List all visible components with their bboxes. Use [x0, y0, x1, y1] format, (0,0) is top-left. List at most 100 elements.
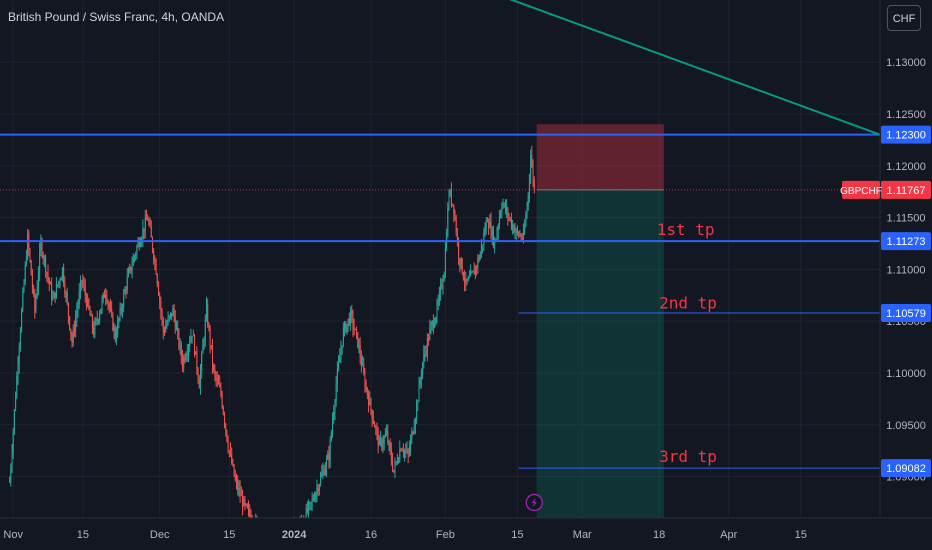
candle-body	[162, 319, 164, 332]
candle-body	[219, 384, 221, 387]
candle-body	[335, 383, 337, 402]
candle-body	[435, 317, 437, 324]
candle-body	[103, 293, 105, 298]
candle-body	[363, 364, 365, 374]
candle-body	[213, 364, 215, 370]
candlestick-series	[9, 145, 535, 550]
candle-body	[382, 443, 384, 447]
candle-body	[125, 289, 127, 291]
candle-body	[160, 301, 162, 312]
candle-body	[30, 260, 32, 276]
candle-body	[468, 276, 470, 278]
candle-body	[130, 266, 132, 271]
candle-body	[518, 232, 520, 236]
candle-body	[244, 498, 246, 505]
candle-body	[11, 452, 13, 468]
candle-body	[334, 401, 336, 412]
tp-label-2: 2nd tp	[659, 294, 717, 313]
candle-body	[381, 439, 383, 447]
candle-body	[390, 449, 392, 461]
candle-body	[492, 229, 494, 246]
candle-body	[405, 450, 407, 452]
price-tick-label: 1.12000	[886, 161, 926, 173]
candle-body	[444, 248, 446, 275]
candle-body	[89, 308, 91, 316]
candle-body	[502, 204, 504, 207]
candle-body	[46, 272, 48, 274]
tp-label-1: 1st tp	[657, 220, 715, 239]
candle-body	[452, 203, 454, 205]
candle-body	[346, 323, 348, 332]
time-tick-label: 15	[511, 529, 523, 541]
candle-body	[198, 379, 200, 389]
candle-body	[220, 386, 222, 395]
candle-body	[434, 323, 436, 328]
candle-body	[519, 235, 521, 237]
candle-body	[318, 484, 320, 492]
candle-body	[399, 449, 401, 461]
candle-body	[66, 293, 68, 303]
candle-body	[88, 299, 90, 309]
candle-body	[323, 470, 325, 475]
candle-body	[85, 295, 87, 307]
candle-body	[453, 204, 455, 213]
candle-body	[111, 308, 113, 314]
candle-body	[396, 461, 398, 463]
candle-body	[330, 432, 332, 440]
candle-body	[96, 319, 98, 321]
candle-body	[58, 281, 60, 285]
candle-body	[93, 327, 95, 335]
candle-body	[78, 291, 80, 305]
candle-body	[340, 349, 342, 358]
candle-body	[102, 293, 104, 300]
candle-body	[466, 278, 468, 281]
candle-body	[467, 277, 469, 281]
candle-body	[520, 235, 522, 239]
price-tick-label: 1.12500	[886, 109, 926, 121]
time-axis[interactable]: Nov 15 Dec 15 2024 16 Feb 15 Mar 18 Apr 15	[0, 517, 932, 550]
lightning-icon	[531, 497, 537, 508]
candle-body	[316, 488, 318, 494]
level-price-badge	[881, 459, 931, 478]
currency-button[interactable]: CHF	[887, 5, 921, 31]
candle-body	[441, 284, 443, 288]
candle-body	[352, 315, 354, 328]
candle-body	[47, 272, 49, 279]
symbol-badge-label: GBPCHF	[840, 186, 882, 197]
candle-body	[371, 409, 373, 420]
candle-body	[425, 352, 427, 354]
candle-body	[401, 450, 403, 452]
candle-body	[133, 256, 135, 259]
candle-body	[329, 439, 331, 461]
candle-body	[369, 398, 371, 405]
candle-body	[500, 212, 502, 217]
price-axis[interactable]: 1.13000 1.12500 1.12000 1.11500 1.11000 1.105…	[840, 0, 932, 550]
symbol-title: British Pound / Swiss Franc, 4h, OANDA	[8, 10, 225, 24]
candle-body	[339, 357, 341, 363]
last-price-label: 1.11767	[887, 185, 926, 197]
candle-body	[151, 237, 153, 251]
candle-body	[249, 509, 251, 516]
candle-body	[422, 362, 424, 376]
time-tick-label: Feb	[436, 529, 455, 541]
candle-body	[12, 430, 14, 453]
candle-body	[400, 449, 402, 451]
last-price-badge	[881, 180, 931, 199]
candle-body	[362, 364, 364, 366]
candle-body	[203, 339, 205, 345]
candle-body	[418, 383, 420, 402]
candle-body	[458, 240, 460, 259]
candle-body	[459, 258, 461, 265]
candle-body	[138, 241, 140, 247]
candle-body	[155, 261, 157, 275]
candle-body	[507, 208, 509, 217]
candle-body	[410, 439, 412, 450]
candle-body	[510, 218, 512, 228]
candle-body	[15, 397, 17, 410]
candle-body	[504, 203, 506, 211]
candle-body	[157, 284, 159, 295]
candle-body	[129, 266, 131, 272]
candle-body	[351, 310, 353, 316]
candle-body	[341, 345, 343, 350]
